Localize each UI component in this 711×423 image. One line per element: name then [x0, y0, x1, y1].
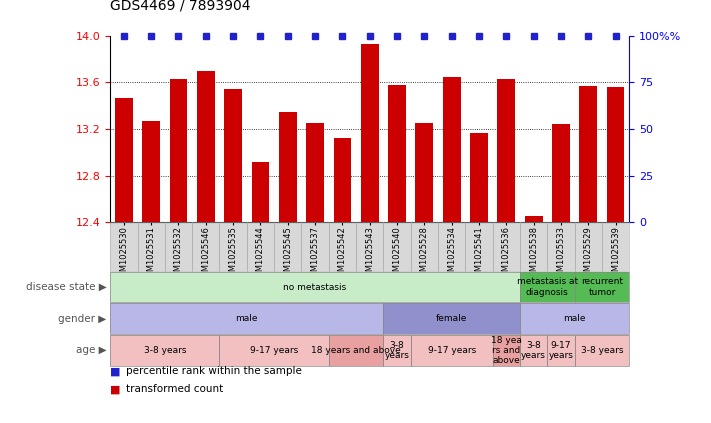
Bar [606, 87, 624, 222]
Text: gender ▶: gender ▶ [58, 314, 107, 324]
Bar [388, 85, 406, 222]
Bar [279, 112, 296, 222]
Text: 3-8
years: 3-8 years [521, 341, 546, 360]
Text: no metastasis: no metastasis [284, 283, 347, 291]
Bar [470, 132, 488, 222]
Bar [579, 86, 597, 222]
Text: disease state ▶: disease state ▶ [26, 282, 107, 292]
Bar [415, 123, 433, 222]
Bar [306, 123, 324, 222]
Text: male: male [235, 314, 258, 323]
Text: 3-8 years: 3-8 years [144, 346, 186, 355]
Bar [333, 138, 351, 222]
Text: 3-8
years: 3-8 years [385, 341, 410, 360]
Text: female: female [436, 314, 467, 323]
Bar [525, 216, 542, 222]
Bar [170, 79, 188, 222]
Bar [252, 162, 269, 222]
Text: percentile rank within the sample: percentile rank within the sample [126, 366, 301, 376]
Text: 9-17
years: 9-17 years [548, 341, 573, 360]
Text: GDS4469 / 7893904: GDS4469 / 7893904 [110, 0, 251, 13]
Text: 18 yea
rs and
above: 18 yea rs and above [491, 335, 522, 365]
Bar [224, 90, 242, 222]
Bar [115, 98, 133, 222]
Bar [361, 44, 378, 222]
Text: 9-17 years: 9-17 years [250, 346, 298, 355]
Text: metastasis at
diagnosis: metastasis at diagnosis [517, 277, 578, 297]
Text: 3-8 years: 3-8 years [581, 346, 623, 355]
Text: transformed count: transformed count [126, 384, 223, 394]
Bar [142, 121, 160, 222]
Text: male: male [563, 314, 586, 323]
Bar [552, 124, 570, 222]
Text: recurrent
tumor: recurrent tumor [581, 277, 623, 297]
Text: ■: ■ [110, 366, 121, 376]
Bar [498, 79, 515, 222]
Bar [443, 77, 461, 222]
Text: ■: ■ [110, 384, 121, 394]
Text: 18 years and above: 18 years and above [311, 346, 401, 355]
Text: 9-17 years: 9-17 years [427, 346, 476, 355]
Bar [197, 71, 215, 222]
Text: age ▶: age ▶ [76, 346, 107, 355]
